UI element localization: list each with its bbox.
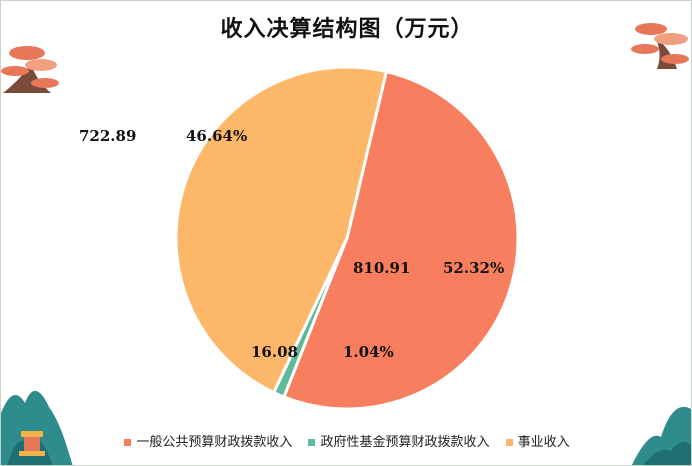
legend-swatch	[308, 439, 316, 446]
legend-label: 政府性基金预算财政拨款收入	[320, 435, 490, 450]
legend-item-zhengfu: 政府性基金预算财政拨款收入	[308, 431, 490, 450]
legend-swatch	[505, 439, 513, 446]
legend-item-yiban: 一般公共预算财政拨款收入	[124, 431, 292, 450]
value-label-yiban: 810.91	[353, 259, 411, 277]
percent-label-shiye: 46.64%	[186, 127, 248, 145]
pine-decoration-top-right	[631, 23, 689, 69]
pie-slice-2	[174, 65, 388, 394]
pine-decoration-top-left	[1, 46, 59, 93]
value-label-shiye: 722.89	[79, 127, 137, 145]
percent-label-yiban: 52.32%	[443, 259, 505, 277]
value-label-zhengfu: 16.08	[251, 343, 298, 361]
mountain-decoration-bottom-right	[632, 407, 691, 465]
pie-slice-0	[282, 70, 520, 411]
chart-legend: 一般公共预算财政拨款收入 政府性基金预算财政拨款收入 事业收入	[1, 431, 691, 450]
chart-title: 收入决算结构图（万元）	[220, 17, 474, 42]
legend-item-shiye: 事业收入	[505, 431, 570, 450]
legend-swatch	[124, 439, 132, 446]
legend-label: 一般公共预算财政拨款收入	[136, 435, 293, 450]
percent-label-zhengfu: 1.04%	[343, 343, 394, 361]
legend-label: 事业收入	[517, 435, 570, 450]
mountain-decoration-bottom-left	[1, 391, 73, 465]
